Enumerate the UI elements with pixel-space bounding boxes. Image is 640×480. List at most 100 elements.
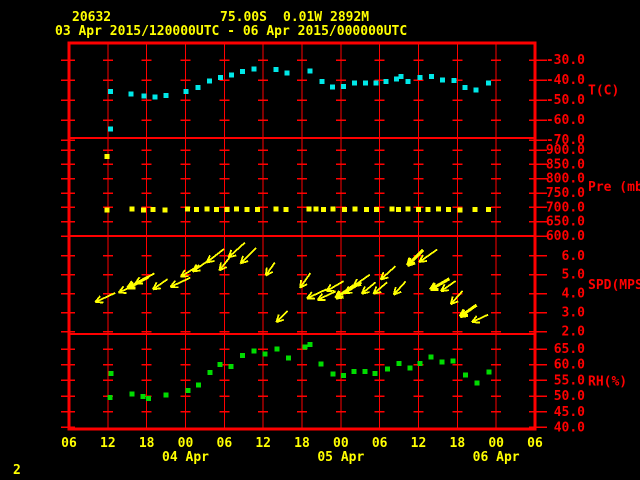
data-point	[351, 80, 357, 86]
x-date-label: 05 Apr	[317, 450, 364, 465]
data-point	[162, 207, 168, 213]
wind-arrow-barb	[239, 255, 244, 264]
data-point	[407, 365, 413, 371]
data-point	[439, 359, 445, 365]
wind-arrow-barb	[458, 308, 466, 318]
data-point	[485, 206, 491, 212]
data-point	[141, 93, 147, 99]
panel-variable-label: Pre (mb)	[588, 180, 640, 195]
wind-arrow	[169, 276, 191, 289]
wind-arrow	[372, 281, 388, 295]
x-tick-label: 12	[255, 436, 271, 451]
wind-arrow-barb	[380, 276, 389, 281]
wind-arrow-barb	[440, 289, 449, 293]
x-tick-label: 06	[217, 436, 233, 451]
wind-arrow-barb	[265, 271, 274, 277]
wind-arrow-barb	[117, 285, 125, 294]
data-point	[416, 207, 421, 213]
wind-arrow-barb	[180, 275, 189, 278]
y-tick-label: 700.0	[546, 200, 585, 215]
wind-arrow-barb	[240, 260, 249, 265]
wind-speed-series	[94, 242, 489, 324]
data-point	[228, 363, 234, 369]
data-point	[463, 372, 469, 378]
data-point	[307, 68, 313, 74]
data-point	[107, 88, 113, 94]
axis-labels: -30.0 -40.0 -50.0 -60.0 -70.0 T(C) 900.0850.08…	[61, 53, 640, 465]
wind-arrow-barb	[126, 280, 134, 289]
data-point	[273, 66, 279, 72]
data-point	[364, 206, 370, 212]
y-tick-label: 6.0	[562, 249, 586, 264]
wind-arrow-barb	[471, 315, 478, 323]
data-point	[183, 88, 189, 94]
wind-arrow-barb	[352, 278, 358, 287]
y-tick-label: 850.0	[546, 157, 585, 172]
data-point	[393, 76, 399, 82]
data-point	[104, 154, 110, 160]
wind-arrow-shaft	[393, 280, 407, 296]
axis-ticks	[61, 59, 547, 429]
wind-arrow-barb	[343, 286, 350, 294]
data-point	[306, 206, 312, 212]
wind-arrow-shaft	[317, 290, 337, 301]
data-point	[254, 207, 260, 213]
y-tick-label: 4.0	[562, 287, 586, 302]
station-latitude: 75.00S	[220, 10, 267, 25]
data-point	[128, 91, 134, 97]
wind-arrow	[418, 248, 438, 263]
data-point	[224, 207, 230, 213]
wind-arrow	[179, 264, 200, 278]
wind-arrow-shaft	[372, 281, 388, 295]
wind-arrow	[392, 280, 407, 296]
data-point	[206, 78, 212, 84]
data-point	[163, 392, 169, 398]
x-date-label: 06 Apr	[473, 450, 520, 465]
data-point	[274, 346, 280, 352]
station-longitude: 0.01W	[283, 10, 323, 25]
wind-arrow-barb	[419, 260, 428, 263]
wind-arrow-shaft	[227, 242, 246, 259]
wind-arrow-shaft	[429, 277, 451, 292]
wind-arrow-shaft	[459, 303, 478, 318]
x-tick-label: 06	[372, 436, 388, 451]
y-tick-label: -50.0	[546, 93, 585, 108]
data-point	[234, 206, 240, 212]
data-point	[450, 358, 456, 364]
wind-arrow-barb	[360, 286, 366, 295]
y-tick-label: 50.0	[554, 389, 585, 404]
data-point	[342, 207, 348, 213]
data-point	[129, 206, 135, 212]
wind-arrow-barb	[299, 283, 308, 289]
data-point	[351, 368, 357, 374]
wind-arrow-barb	[218, 262, 222, 271]
data-point	[150, 206, 156, 212]
data-point	[146, 396, 152, 402]
wind-arrow	[429, 277, 451, 292]
data-point	[239, 68, 245, 74]
wind-arrow-barb	[353, 284, 362, 288]
wind-arrow-barb	[373, 291, 382, 295]
x-tick-label: 12	[100, 436, 116, 451]
wind-arrow-barb	[94, 295, 101, 303]
x-tick-label: 12	[411, 436, 427, 451]
wind-arrow	[449, 290, 464, 306]
data-point	[140, 207, 146, 213]
data-point	[129, 391, 135, 397]
y-tick-label: 5.0	[562, 268, 586, 283]
wind-arrow-barb	[316, 293, 324, 301]
data-point	[108, 371, 114, 377]
wind-arrow-shaft	[239, 247, 257, 265]
data-series	[94, 66, 492, 402]
data-point	[152, 94, 158, 100]
y-tick-label: -60.0	[546, 113, 585, 128]
data-point	[389, 206, 395, 212]
x-tick-label: 00	[333, 436, 349, 451]
wind-arrow	[239, 247, 257, 265]
data-point	[319, 78, 325, 84]
data-point	[284, 70, 290, 76]
wind-arrow-shaft	[406, 248, 425, 267]
wind-arrow-barb	[264, 267, 268, 276]
data-point	[384, 366, 390, 372]
